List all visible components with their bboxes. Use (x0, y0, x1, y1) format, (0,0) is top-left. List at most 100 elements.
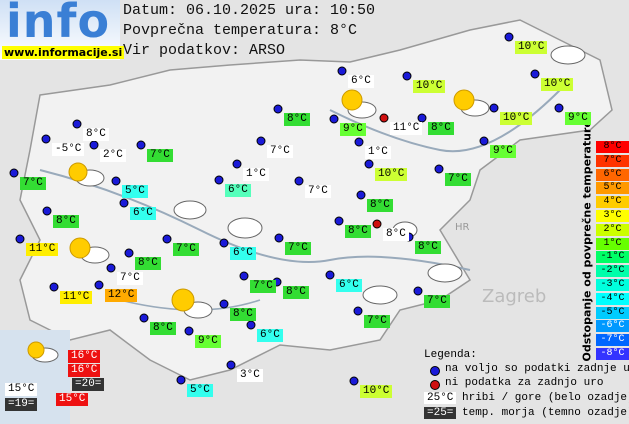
average-line: Povprečna temperatura: 8°C (123, 22, 358, 39)
station-temp: 8°C (415, 241, 441, 254)
scale-cell: 5°C (596, 182, 629, 195)
station-temp: 8°C (383, 228, 409, 241)
station-temp: 7°C (364, 315, 390, 328)
legend-sea: temp. morja (temno ozadje) (462, 407, 629, 419)
station-dot (349, 376, 359, 386)
station-dot (41, 134, 51, 144)
station-temp: 7°C (117, 272, 143, 285)
station-temp: 2°C (100, 149, 126, 162)
station-temp: 11°C (60, 291, 93, 304)
station-temp: 6°C (225, 184, 251, 197)
scale-cell: -2°C (596, 265, 629, 278)
station-temp: 10°C (375, 168, 408, 181)
station-dot (176, 375, 186, 385)
scale-cell: 8°C (596, 141, 629, 153)
station-temp: -5°C (52, 143, 85, 156)
station-dot (246, 320, 256, 330)
logo: info (6, 0, 111, 48)
station-dot (329, 114, 339, 124)
station-temp: 10°C (413, 80, 446, 93)
scale-cell: -5°C (596, 306, 629, 319)
station-dot (530, 69, 540, 79)
station-dot (354, 137, 364, 147)
station-dot (274, 233, 284, 243)
source-line: Vir podatkov: ARSO (123, 42, 286, 59)
station-dot (489, 103, 499, 113)
station-dot (256, 136, 266, 146)
station-dot (554, 103, 564, 113)
station-dot (379, 113, 389, 123)
station-temp: 7°C (445, 173, 471, 186)
legend-sea-sample: =25= (424, 407, 457, 419)
station-dot (72, 119, 82, 129)
station-dot (136, 140, 146, 150)
station-dot (353, 306, 363, 316)
station-dot (356, 190, 366, 200)
station-temp: 10°C (360, 385, 393, 398)
station-temp: 7°C (285, 242, 311, 255)
station-dot (232, 159, 242, 169)
station-temp: 8°C (367, 199, 393, 212)
scale-title-box: Odstopanje od povprečne temperature: (580, 116, 594, 362)
station-dot (89, 140, 99, 150)
station-dot (294, 176, 304, 186)
station-temp: 8°C (83, 128, 109, 141)
station-dot (139, 313, 149, 323)
station-temp: 8°C (283, 286, 309, 299)
legend-title: Legenda: (424, 349, 477, 361)
station-temp: 6°C (230, 247, 256, 260)
legend-available: na voljo so podatki zadnje ure (445, 363, 629, 375)
station-dot (504, 32, 514, 42)
station-dot (111, 176, 121, 186)
station-dot (214, 175, 224, 185)
station-temp: 7°C (267, 145, 293, 158)
scale-cell: 7°C (596, 154, 629, 167)
scale-cell: 3°C (596, 210, 629, 222)
station-dot (124, 248, 134, 258)
station-temp: 8°C (428, 122, 454, 135)
scale-cell: 2°C (596, 223, 629, 236)
station-dot (162, 234, 172, 244)
station-temp: 12°C (105, 289, 138, 302)
station-temp: 8°C (230, 308, 256, 321)
station-dot (413, 286, 423, 296)
station-dot (273, 104, 283, 114)
station-temp: 6°C (257, 329, 283, 342)
station-temp: 9°C (490, 145, 516, 158)
station-temp: 6°C (348, 75, 374, 88)
station-temp: 6°C (336, 279, 362, 292)
station-temp: 3°C (237, 369, 263, 382)
scale-cell: 6°C (596, 168, 629, 181)
scale-cell: -6°C (596, 320, 629, 333)
scale-cell: -3°C (596, 279, 629, 291)
station-temp: 8°C (150, 322, 176, 335)
scale-cell: -7°C (596, 334, 629, 347)
station-temp: 10°C (515, 41, 548, 54)
station-temp: 10°C (500, 112, 533, 125)
station-temp: 6°C (130, 207, 156, 220)
station-temp: 9°C (565, 112, 591, 125)
station-temp: 8°C (53, 215, 79, 228)
station-dot (219, 299, 229, 309)
station-dot (42, 206, 52, 216)
station-dot (364, 159, 374, 169)
station-dot (337, 66, 347, 76)
map-label: HR (455, 222, 470, 233)
map-label: Zagreb (482, 286, 547, 307)
station-dot (402, 71, 412, 81)
station-temp: 5°C (122, 185, 148, 198)
station-temp: 1°C (365, 146, 391, 159)
station-dot (239, 271, 249, 281)
station-temp: 7°C (424, 295, 450, 308)
station-temp: 7°C (147, 149, 173, 162)
station-temp: 9°C (340, 123, 366, 136)
station-dot (119, 198, 129, 208)
station-temp: =20= (72, 378, 105, 391)
station-dot (184, 326, 194, 336)
station-temp: 15°C (5, 383, 38, 396)
station-temp: 16°C (68, 364, 101, 377)
legend-dot-blue (430, 366, 440, 376)
station-temp: 7°C (305, 185, 331, 198)
station-dot (9, 168, 19, 178)
